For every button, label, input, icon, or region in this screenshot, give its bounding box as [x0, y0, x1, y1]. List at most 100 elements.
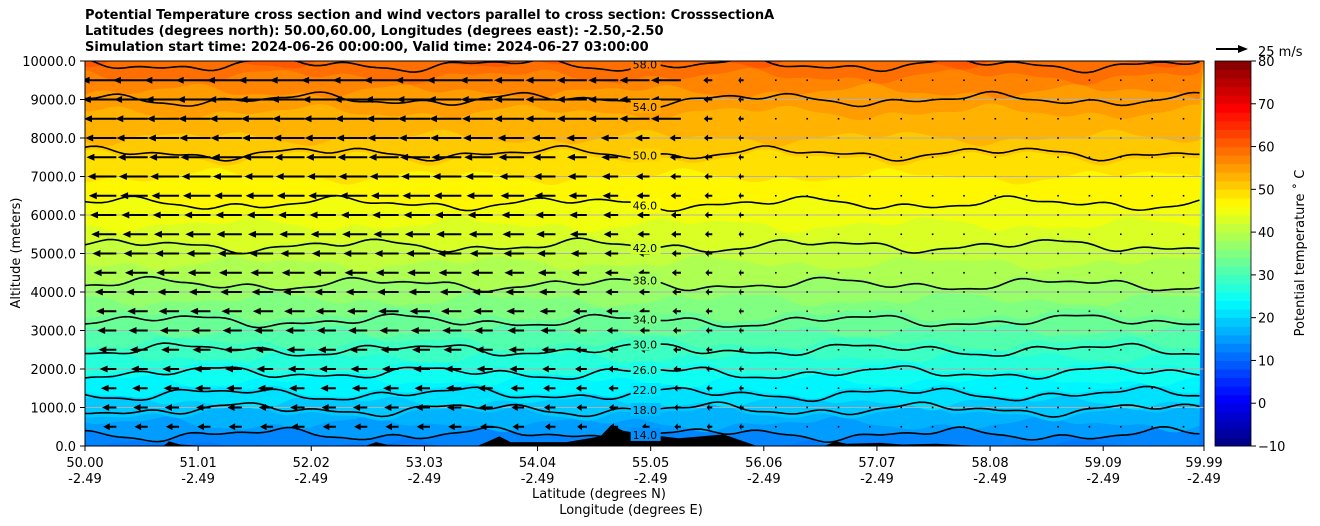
wind-vector — [1151, 368, 1153, 370]
wind-vector-head — [152, 211, 161, 219]
wind-vector-head — [94, 288, 103, 296]
wind-vector-head — [473, 307, 482, 315]
wind-vector-head — [244, 173, 253, 180]
wind-vector-head — [607, 365, 613, 373]
wind-vector — [1119, 425, 1122, 428]
x-axis-label-lon: Longitude (degrees E) — [559, 503, 703, 518]
wind-vector-head — [575, 384, 582, 392]
wind-vector-head — [338, 173, 347, 180]
wind-vector-head — [497, 134, 506, 142]
colorbar-tick-label: 50 — [1258, 183, 1275, 198]
wind-vector-head — [342, 230, 351, 238]
wind-vector-head — [381, 365, 390, 373]
wind-vector-head — [427, 96, 436, 103]
wind-vector-head — [117, 153, 126, 161]
contour-label-bg — [630, 273, 661, 287]
wind-vector-head — [85, 134, 94, 142]
wind-vector-head — [332, 76, 341, 84]
band-theta-60 — [85, 61, 1200, 70]
wind-vector-head — [619, 76, 628, 84]
wind-vector — [994, 406, 997, 409]
colorbar-band — [1215, 317, 1251, 327]
wind-vector — [1151, 214, 1153, 216]
wind-vector — [931, 252, 934, 255]
wind-vector-head — [501, 211, 510, 219]
wind-vector — [869, 98, 871, 101]
colorbar-band — [1215, 309, 1251, 319]
wind-vector-head — [461, 115, 470, 123]
wind-vector-head — [429, 115, 437, 123]
wind-vector-head — [706, 404, 710, 411]
x-tick-label-lat: 59.09 — [1085, 456, 1122, 471]
wind-vector-head — [316, 327, 325, 334]
wind-vector-head — [276, 192, 285, 200]
wind-vector — [1182, 291, 1185, 293]
colorbar-ticks: −10 0 10 20 30 40 50 60 70 80 — [1251, 55, 1285, 455]
wind-vector-head — [256, 365, 265, 373]
wind-vector-head — [62, 269, 70, 276]
wind-vector-head — [257, 384, 266, 392]
wind-vector — [837, 310, 840, 313]
wind-vector-head — [354, 423, 361, 431]
contour-label-14.0: 14.0 — [633, 429, 658, 442]
contour-label-bg — [630, 198, 661, 212]
colorbar: −10 0 10 20 30 40 50 60 70 80 Potential temperatu… — [1214, 55, 1308, 455]
wind-vector — [1088, 291, 1091, 293]
wind-vector — [1088, 271, 1091, 274]
wind-vector — [963, 271, 965, 274]
wind-vector-head — [396, 96, 405, 103]
wind-vector-head — [447, 404, 455, 411]
wind-vector — [1025, 406, 1028, 409]
wind-vector-head — [209, 115, 218, 123]
quiver-key: 25 m/s — [1216, 45, 1303, 60]
wind-vector-head — [181, 173, 190, 180]
wind-vector-head — [602, 192, 611, 200]
wind-vector — [774, 348, 777, 351]
wind-vector — [869, 310, 871, 313]
wind-vector — [963, 117, 965, 120]
wind-vector-head — [412, 346, 420, 354]
wind-vector — [1119, 214, 1122, 216]
colorbar-band — [1215, 369, 1251, 379]
wind-vector-head — [238, 76, 247, 84]
wind-vector-head — [155, 250, 164, 257]
wind-vector-head — [273, 134, 282, 142]
wind-vector — [931, 310, 934, 313]
wind-vector-head — [511, 404, 518, 411]
wind-vector — [1182, 214, 1185, 216]
wind-vector — [994, 271, 997, 274]
wind-vector — [963, 214, 965, 216]
wind-vector — [1151, 291, 1153, 293]
wind-vector-head — [153, 230, 162, 238]
wind-vector-head — [588, 76, 597, 84]
contour-label-42.0: 42.0 — [633, 242, 658, 255]
wind-vector — [1088, 348, 1091, 351]
wind-vector — [994, 233, 997, 236]
wind-vector-head — [410, 327, 419, 334]
wind-vector — [1151, 98, 1153, 101]
wind-vector-head — [345, 288, 354, 296]
wind-vector — [837, 291, 840, 293]
colorbar-label: Potential temperature ˚ C — [1292, 170, 1308, 337]
wind-vector-head — [365, 96, 373, 103]
wind-vector — [806, 252, 808, 255]
wind-vector-head — [477, 384, 486, 392]
wind-vector-head — [116, 134, 125, 142]
title-line-1: Potential Temperature cross section and … — [85, 8, 775, 23]
wind-vector-head — [165, 423, 173, 431]
wind-vector — [900, 233, 903, 236]
wind-vector — [1057, 252, 1059, 255]
colorbar-band — [1215, 283, 1251, 293]
wind-vector-head — [444, 365, 453, 373]
wind-vector-head — [544, 404, 550, 411]
wind-vector — [774, 368, 777, 370]
wind-vector — [806, 175, 808, 178]
wind-vector-head — [86, 153, 95, 161]
wind-vector — [1025, 291, 1028, 293]
wind-vector — [1025, 117, 1028, 120]
colorbar-band — [1215, 343, 1251, 353]
wind-vector-head — [240, 115, 249, 123]
colorbar-band — [1215, 257, 1251, 267]
wind-vector — [1119, 291, 1122, 293]
wind-vector-head — [96, 307, 104, 315]
